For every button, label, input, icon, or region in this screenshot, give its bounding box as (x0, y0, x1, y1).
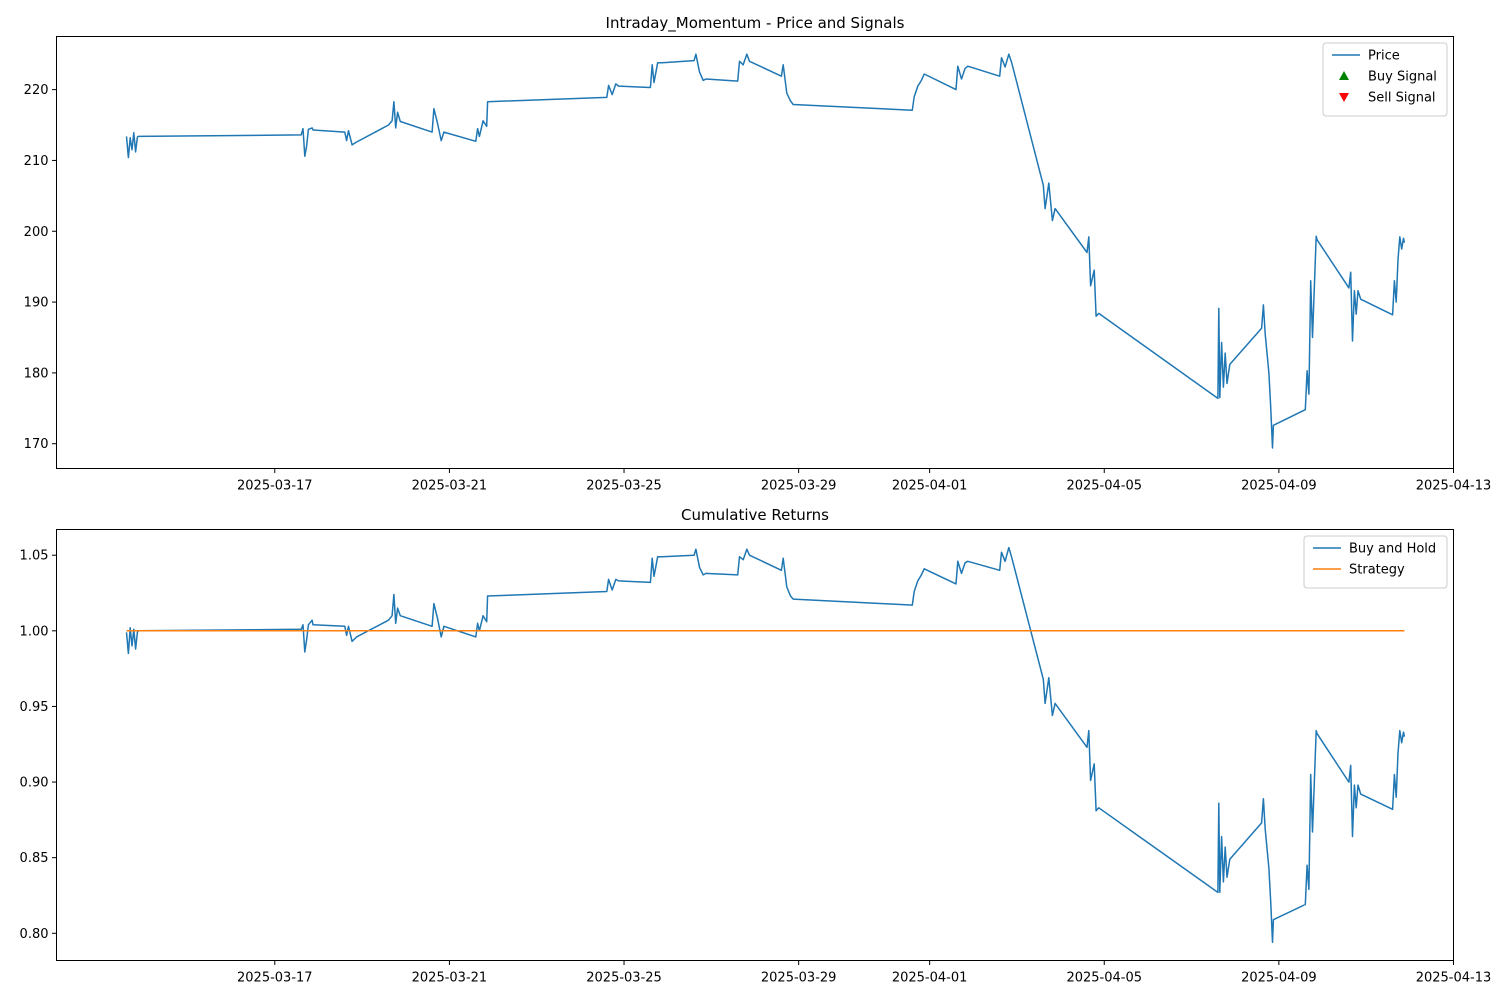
price-y-tick-label: 190 (24, 296, 49, 311)
price-y-tick-label: 210 (24, 154, 49, 169)
returns-x-tick-label: 2025-04-13 (1416, 971, 1492, 986)
price-x-tick-label: 2025-04-13 (1416, 479, 1492, 494)
price-x-tick-label: 2025-03-21 (412, 479, 488, 494)
returns-chart-title: Cumulative Returns (681, 506, 829, 524)
returns-x-axis: 2025-03-17 2025-03-21 2025-03-25 2025-03-29… (237, 960, 1492, 986)
price-legend-swatch-buy-signal (1339, 71, 1349, 80)
price-x-axis: 2025-03-17 2025-03-21 2025-03-25 2025-03-29… (237, 468, 1492, 494)
returns-legend-label-buy-and-hold: Buy and Hold (1349, 542, 1436, 557)
returns-legend-label-strategy: Strategy (1349, 563, 1405, 578)
returns-series-buy-and-hold (125, 546, 1406, 944)
price-x-tick-label: 2025-03-17 (237, 479, 313, 494)
returns-y-tick-label: 0.90 (20, 776, 49, 791)
price-legend: Price Buy Signal Sell Signal (1322, 42, 1448, 117)
returns-legend: Buy and Hold Strategy (1303, 535, 1448, 589)
returns-plot-lines (125, 546, 1406, 944)
returns-y-tick-label: 1.05 (20, 549, 49, 564)
price-plot-lines (125, 53, 1406, 449)
price-x-tick-label: 2025-04-05 (1066, 479, 1142, 494)
price-x-tick-label: 2025-03-25 (586, 479, 662, 494)
price-x-tick-label: 2025-03-29 (761, 479, 837, 494)
price-legend-label-sell-signal: Sell Signal (1368, 91, 1436, 106)
returns-x-tick-label: 2025-03-25 (586, 971, 662, 986)
returns-y-tick-label: 0.85 (20, 851, 49, 866)
price-x-tick-label: 2025-04-01 (892, 479, 968, 494)
returns-y-tick-label: 1.00 (20, 624, 49, 639)
returns-y-axis: 0.80 0.85 0.90 0.95 1.00 1.05 (20, 549, 57, 942)
price-axes-frame (56, 36, 1454, 469)
returns-x-tick-label: 2025-03-29 (761, 971, 837, 986)
returns-x-tick-label: 2025-04-05 (1066, 971, 1142, 986)
price-y-tick-label: 220 (24, 83, 49, 98)
returns-y-tick-label: 0.95 (20, 700, 49, 715)
price-legend-swatch-sell-signal (1339, 93, 1349, 102)
returns-x-tick-label: 2025-03-17 (237, 971, 313, 986)
returns-y-tick-label: 0.80 (20, 927, 49, 942)
price-chart: Intraday_Momentum - Price and Signals 20… (24, 14, 1492, 494)
returns-axes-frame (56, 529, 1454, 961)
price-legend-label-buy-signal: Buy Signal (1368, 70, 1437, 85)
price-y-axis: 170 180 190 200 210 220 (24, 83, 57, 452)
returns-x-tick-label: 2025-03-21 (412, 971, 488, 986)
price-y-tick-label: 170 (24, 437, 49, 452)
price-x-tick-label: 2025-04-09 (1241, 479, 1317, 494)
price-legend-box (1322, 42, 1448, 117)
returns-legend-box (1303, 535, 1448, 589)
price-chart-title: Intraday_Momentum - Price and Signals (606, 14, 905, 33)
price-series-price (125, 53, 1406, 449)
price-y-tick-label: 180 (24, 366, 49, 381)
returns-x-tick-label: 2025-04-09 (1241, 971, 1317, 986)
price-legend-label-price: Price (1368, 49, 1400, 64)
price-y-tick-label: 200 (24, 225, 49, 240)
returns-chart: Cumulative Returns 2025-03-17 2025-03-21 2… (20, 506, 1492, 986)
returns-x-tick-label: 2025-04-01 (892, 971, 968, 986)
